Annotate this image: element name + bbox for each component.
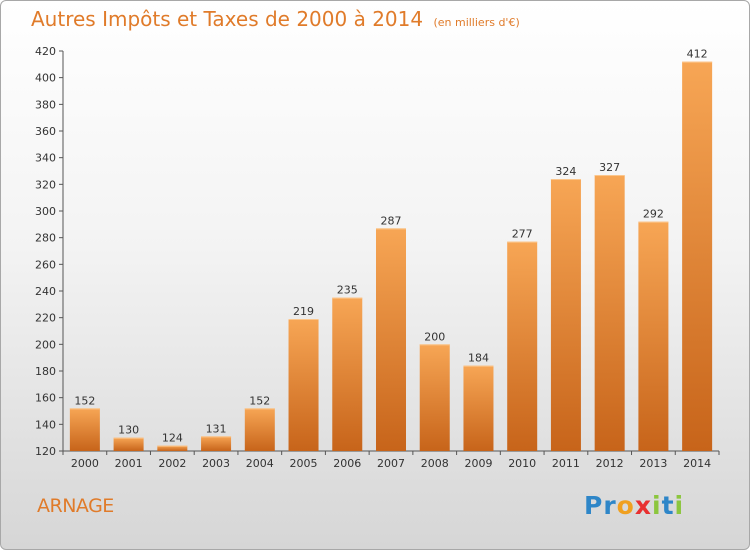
y-tick-label: 420 bbox=[35, 45, 56, 58]
bar bbox=[201, 436, 232, 451]
y-tick-label: 260 bbox=[35, 258, 56, 271]
x-tick-label: 2004 bbox=[246, 457, 274, 470]
logo-letter: t bbox=[661, 491, 675, 520]
bar bbox=[463, 365, 494, 451]
y-tick-label: 240 bbox=[35, 285, 56, 298]
y-tick-label: 360 bbox=[35, 125, 56, 138]
x-tick-label: 2009 bbox=[464, 457, 492, 470]
y-tick-label: 160 bbox=[35, 392, 56, 405]
data-label: 152 bbox=[74, 394, 95, 407]
y-tick-label: 180 bbox=[35, 365, 56, 378]
bar bbox=[113, 437, 144, 451]
data-label: 152 bbox=[249, 394, 270, 407]
chart-bars bbox=[69, 61, 713, 452]
y-tick-label: 120 bbox=[35, 445, 56, 458]
y-tick-label: 380 bbox=[35, 98, 56, 111]
logo-letter: o bbox=[616, 491, 635, 520]
y-tick-label: 400 bbox=[35, 72, 56, 85]
x-tick-label: 2006 bbox=[333, 457, 361, 470]
data-label: 131 bbox=[206, 422, 227, 435]
chart-data-labels: 152 130 124 131 152 219 235 287 200 184 277 324 327 2… bbox=[74, 48, 707, 445]
x-tick-label: 2014 bbox=[683, 457, 711, 470]
chart-title: Autres Impôts et Taxes de 2000 à 2014 (e… bbox=[31, 7, 520, 31]
logo-letter: x bbox=[634, 491, 652, 520]
x-tick-label: 2001 bbox=[115, 457, 143, 470]
y-tick-label: 320 bbox=[35, 178, 56, 191]
chart-subtitle: (en milliers d'€) bbox=[433, 16, 520, 29]
bar bbox=[288, 319, 319, 451]
x-tick-label: 2000 bbox=[71, 457, 99, 470]
x-tick-label: 2003 bbox=[202, 457, 230, 470]
y-tick-label: 300 bbox=[35, 205, 56, 218]
data-label: 124 bbox=[162, 432, 183, 445]
y-tick-label: 340 bbox=[35, 152, 56, 165]
bar bbox=[594, 175, 625, 451]
x-tick-label: 2013 bbox=[639, 457, 667, 470]
data-label: 412 bbox=[687, 48, 708, 61]
chart-axes: 120 140 160 180 200 220 240 260 280 300 320 340 360 3… bbox=[35, 45, 720, 470]
data-label: 130 bbox=[118, 424, 139, 437]
y-tick-label: 220 bbox=[35, 312, 56, 325]
data-label: 184 bbox=[468, 352, 489, 365]
data-label: 292 bbox=[643, 208, 664, 221]
data-label: 324 bbox=[555, 165, 576, 178]
x-tick-label: 2002 bbox=[158, 457, 186, 470]
data-label: 219 bbox=[293, 305, 314, 318]
y-tick-label: 280 bbox=[35, 232, 56, 245]
bar bbox=[507, 241, 538, 451]
bar bbox=[376, 228, 406, 451]
chart-title-text: Autres Impôts et Taxes de 2000 à 2014 bbox=[31, 7, 424, 31]
x-tick-label: 2011 bbox=[552, 457, 580, 470]
bar bbox=[69, 408, 100, 451]
bar bbox=[419, 344, 450, 451]
y-tick-label: 140 bbox=[35, 418, 56, 431]
x-tick-label: 2008 bbox=[421, 457, 449, 470]
data-label: 200 bbox=[424, 330, 445, 343]
logo-letter: i bbox=[652, 491, 662, 520]
bar bbox=[682, 61, 713, 452]
data-label: 277 bbox=[512, 228, 533, 241]
data-label: 287 bbox=[381, 214, 402, 227]
data-label: 235 bbox=[337, 284, 358, 297]
bar bbox=[157, 445, 188, 451]
proxiti-logo: Proxiti bbox=[584, 491, 684, 520]
x-tick-label: 2010 bbox=[508, 457, 536, 470]
town-name: ARNAGE bbox=[37, 495, 114, 517]
bar bbox=[244, 408, 275, 451]
logo-letter: i bbox=[674, 491, 685, 520]
x-tick-label: 2012 bbox=[596, 457, 624, 470]
x-tick-label: 2005 bbox=[290, 457, 318, 470]
bar bbox=[550, 179, 581, 451]
logo-letter: P bbox=[584, 491, 604, 520]
bar bbox=[638, 221, 669, 451]
y-tick-label: 200 bbox=[35, 338, 56, 351]
data-label: 327 bbox=[599, 161, 620, 174]
logo-letter: r bbox=[603, 491, 617, 520]
bar bbox=[332, 297, 363, 451]
x-tick-label: 2007 bbox=[377, 457, 405, 470]
